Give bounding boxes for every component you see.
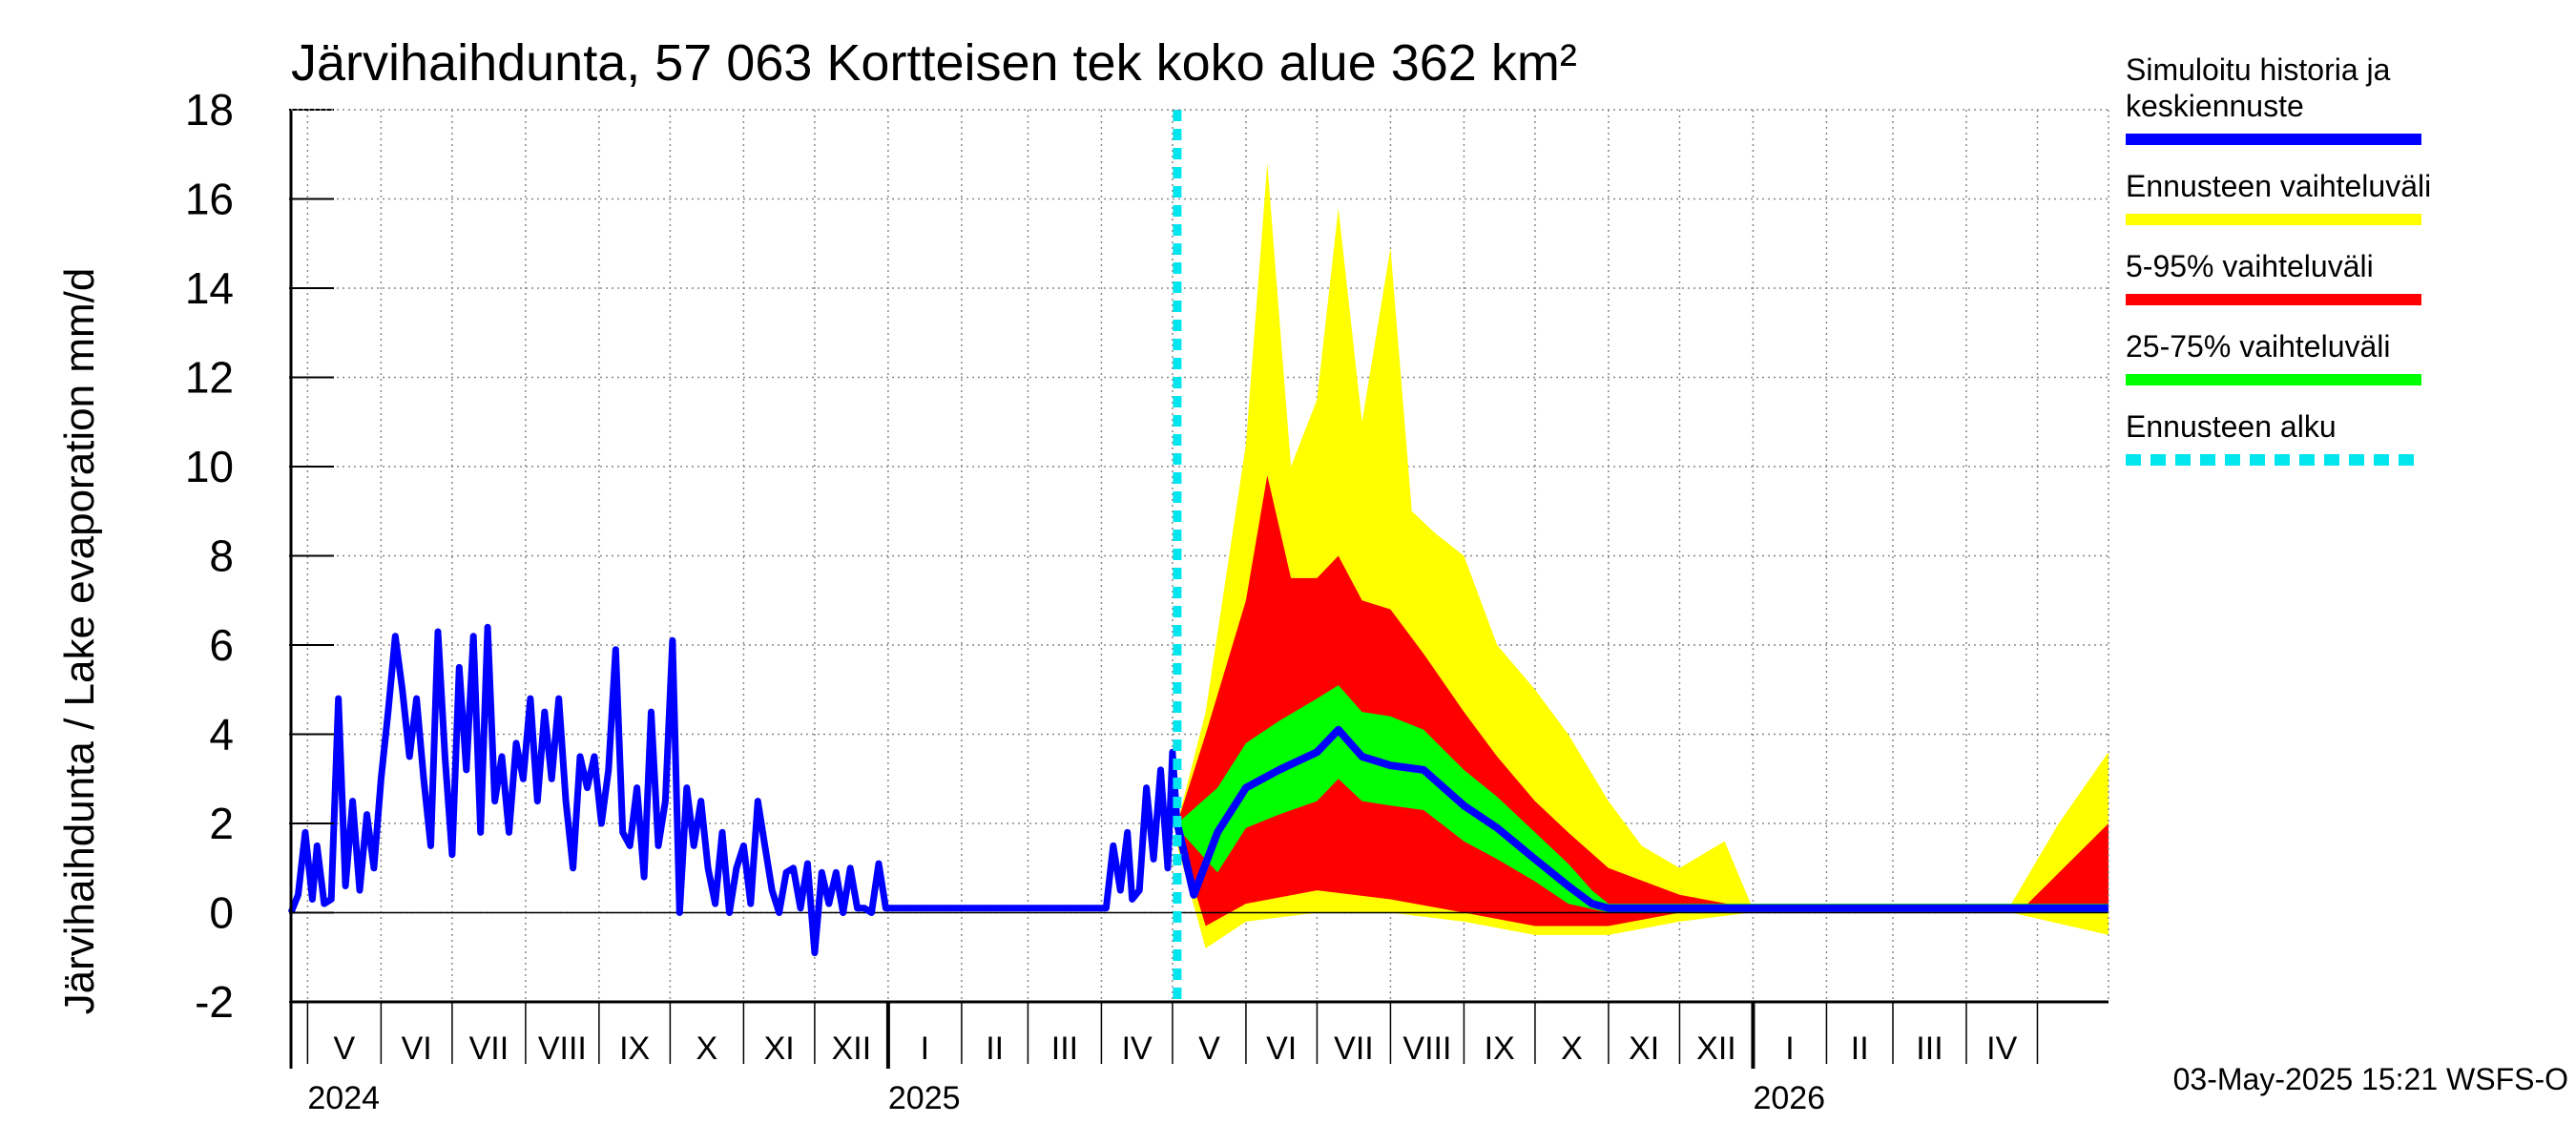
- legend-label: Simuloitu historia ja: [2126, 52, 2391, 87]
- legend-label: keskiennuste: [2126, 89, 2304, 123]
- y-tick-label: -2: [195, 977, 234, 1027]
- legend-label: 5-95% vaihteluväli: [2126, 249, 2374, 283]
- chart-title: Järvihaihdunta, 57 063 Kortteisen tek ko…: [291, 34, 1577, 92]
- band-layer: [1176, 163, 2109, 948]
- y-tick-label: 4: [209, 710, 234, 760]
- month-label: IV: [1122, 1030, 1153, 1067]
- legend-item: 25-75% vaihteluväli: [2126, 329, 2421, 385]
- month-label: V: [334, 1030, 356, 1067]
- legend-item: Ennusteen alku: [2126, 409, 2421, 466]
- year-label: 2025: [888, 1080, 961, 1116]
- month-label: VII: [1334, 1030, 1374, 1067]
- month-label: XII: [1696, 1030, 1736, 1067]
- month-label: XI: [1629, 1030, 1659, 1067]
- month-label: II: [986, 1030, 1004, 1067]
- y-tick-label: 6: [209, 620, 234, 670]
- month-label: VIII: [1402, 1030, 1451, 1067]
- month-label: XII: [832, 1030, 872, 1067]
- legend-item: 5-95% vaihteluväli: [2126, 249, 2421, 305]
- month-label: I: [1785, 1030, 1794, 1067]
- month-label: II: [1851, 1030, 1869, 1067]
- series-layer: [287, 110, 2109, 1002]
- month-label: VIII: [538, 1030, 587, 1067]
- y-tick-label: 0: [209, 888, 234, 938]
- month-label: IV: [1986, 1030, 2017, 1067]
- band-5-95: [1176, 475, 2109, 926]
- legend-label: 25-75% vaihteluväli: [2126, 329, 2391, 364]
- legend-label: Ennusteen alku: [2126, 409, 2337, 444]
- legend-label: Ennusteen vaihteluväli: [2126, 169, 2431, 203]
- y-tick-label: 12: [185, 353, 234, 403]
- month-label: VI: [1266, 1030, 1297, 1067]
- y-tick-label: 16: [185, 175, 234, 224]
- y-tick-label: 14: [185, 263, 234, 313]
- year-label: 2026: [1753, 1080, 1825, 1116]
- month-label: III: [1051, 1030, 1078, 1067]
- y-tick-label: 10: [185, 442, 234, 491]
- footer-timestamp: 03-May-2025 15:21 WSFS-O: [2173, 1062, 2568, 1096]
- month-label: X: [696, 1030, 718, 1067]
- y-tick-label: 18: [185, 85, 234, 135]
- month-label: I: [921, 1030, 929, 1067]
- forecast-mean-line: [1174, 725, 2109, 912]
- month-label: V: [1198, 1030, 1220, 1067]
- month-label: VII: [469, 1030, 509, 1067]
- month-label: IX: [619, 1030, 650, 1067]
- month-label: IX: [1485, 1030, 1515, 1067]
- y-axis-label: Järvihaihdunta / Lake evaporation mm/d: [56, 268, 103, 1015]
- month-label: VI: [402, 1030, 432, 1067]
- y-tick-label: 2: [209, 799, 234, 848]
- history-line: [287, 623, 1181, 957]
- month-label: XI: [764, 1030, 795, 1067]
- y-tick-label: 8: [209, 531, 234, 581]
- month-label: III: [1916, 1030, 1942, 1067]
- band-25-75: [1176, 685, 2109, 913]
- month-label: X: [1561, 1030, 1583, 1067]
- legend-item: Ennusteen vaihteluväli: [2126, 169, 2431, 225]
- year-label: 2024: [307, 1080, 380, 1116]
